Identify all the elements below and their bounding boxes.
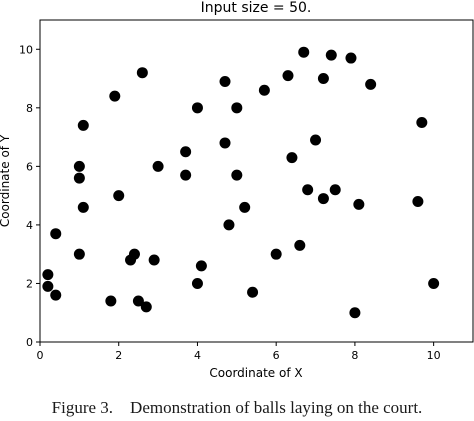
data-point: [286, 152, 298, 164]
data-point: [73, 248, 85, 260]
data-point: [329, 184, 341, 196]
data-point: [105, 295, 117, 307]
x-tick-label: 4: [194, 349, 201, 362]
data-point: [219, 137, 231, 149]
y-tick-label: 2: [26, 277, 33, 290]
data-point: [231, 102, 243, 114]
plot-area-frame: [39, 19, 474, 343]
y-tick-label: 8: [26, 102, 33, 115]
y-tick-label: 10: [19, 43, 33, 56]
data-point: [180, 169, 192, 181]
data-point: [270, 248, 282, 260]
data-point: [136, 67, 148, 79]
data-point: [219, 75, 231, 87]
data-point: [128, 248, 140, 260]
data-point: [148, 254, 160, 266]
data-point: [353, 198, 365, 210]
y-tick-label: 6: [26, 160, 33, 173]
data-point: [50, 289, 62, 301]
data-point: [302, 184, 314, 196]
data-point: [365, 78, 377, 90]
y-axis-label: Coordinate of Y: [0, 134, 12, 227]
y-axis: 0 2 4 6 8 10: [19, 43, 40, 349]
data-point: [247, 286, 259, 298]
x-tick-label: 0: [37, 349, 44, 362]
data-point: [152, 160, 164, 172]
data-point: [317, 73, 329, 85]
data-point: [109, 90, 121, 102]
data-point: [428, 277, 440, 289]
data-point: [180, 146, 192, 158]
data-point: [345, 52, 357, 64]
data-point: [77, 201, 89, 213]
x-tick-label: 8: [351, 349, 358, 362]
data-point: [317, 193, 329, 205]
data-point: [294, 239, 306, 251]
data-point: [416, 116, 428, 128]
data-point: [42, 280, 54, 292]
data-point: [73, 172, 85, 184]
scatter-points: [42, 46, 440, 319]
data-point: [310, 134, 322, 146]
data-point: [113, 190, 125, 202]
y-tick-label: 4: [26, 219, 33, 232]
data-point: [50, 228, 62, 240]
data-point: [239, 201, 251, 213]
data-point: [298, 46, 310, 58]
data-point: [132, 295, 144, 307]
x-tick-label: 2: [115, 349, 122, 362]
data-point: [191, 277, 203, 289]
x-axis: 0 2 4 6 8 10: [37, 342, 441, 362]
data-point: [412, 195, 424, 207]
data-point: [140, 301, 152, 313]
data-point: [42, 269, 54, 281]
data-point: [77, 119, 89, 131]
x-axis-label: Coordinate of X: [209, 366, 302, 380]
x-tick-label: 6: [273, 349, 280, 362]
figure-caption: Figure 3. Demonstration of balls laying …: [51, 398, 423, 417]
data-point: [223, 219, 235, 231]
chart-title: Input size = 50.: [201, 0, 312, 16]
x-tick-label: 10: [427, 349, 441, 362]
data-point: [73, 160, 85, 172]
data-point: [195, 260, 207, 272]
data-point: [191, 102, 203, 114]
data-point: [349, 307, 361, 319]
data-point: [282, 70, 294, 82]
y-tick-label: 0: [26, 336, 33, 349]
data-point: [258, 84, 270, 96]
data-point: [231, 169, 243, 181]
data-point: [325, 49, 337, 61]
